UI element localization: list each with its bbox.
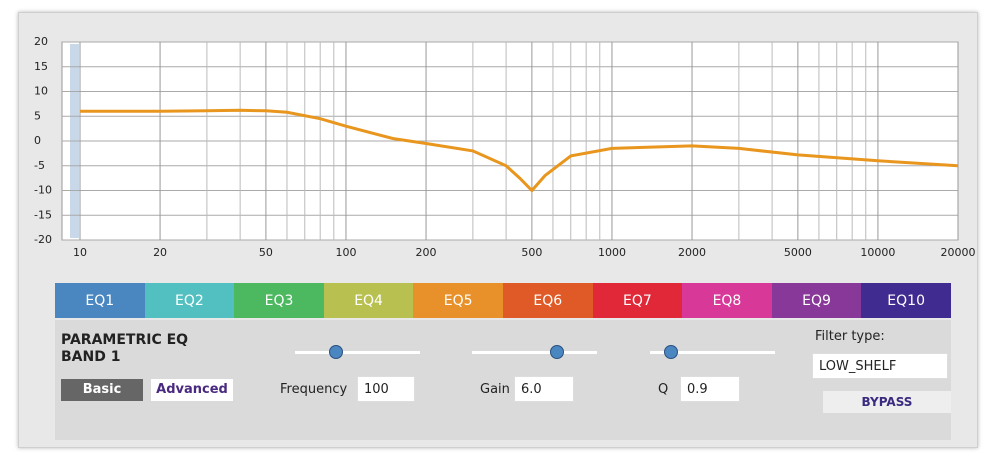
filter-type-label: Filter type: (815, 329, 885, 344)
eq-tab[interactable]: EQ10 (861, 283, 951, 318)
x-tick-label: 20 (153, 246, 167, 259)
gain-slider[interactable] (472, 345, 597, 359)
y-tick-label: 20 (34, 35, 48, 48)
bypass-button[interactable]: BYPASS (823, 391, 951, 413)
y-tick-label: 5 (34, 109, 41, 122)
y-tick-label: 10 (34, 85, 48, 98)
slider-knob[interactable] (550, 345, 564, 359)
title-line: PARAMETRIC EQ (61, 332, 189, 348)
tab-bar: EQ1 EQ2 EQ3 EQ4 EQ5 EQ6 EQ7 EQ8 EQ9 EQ10 (55, 283, 951, 318)
title-line: BAND 1 (61, 349, 121, 365)
frequency-label: Frequency (280, 382, 348, 397)
gain-input[interactable]: 6.0 (514, 376, 574, 402)
x-tick-label: 1000 (598, 246, 626, 259)
x-tick-label: 2000 (678, 246, 706, 259)
slider-knob[interactable] (664, 345, 678, 359)
eq-tab[interactable]: EQ3 (234, 283, 324, 318)
advanced-button[interactable]: Advanced (151, 379, 233, 401)
q-label: Q (658, 382, 669, 397)
x-tick-label: 5000 (784, 246, 812, 259)
filter-type-select[interactable]: LOW_SHELF (812, 353, 948, 379)
slider-knob[interactable] (329, 345, 343, 359)
x-tick-label: 50 (259, 246, 273, 259)
q-slider[interactable] (650, 345, 775, 359)
eq-tab[interactable]: EQ7 (592, 283, 683, 318)
gain-label: Gain (480, 382, 510, 397)
y-tick-label: -20 (34, 233, 52, 246)
x-tick-label: 10000 (860, 246, 895, 259)
eq-tab[interactable]: EQ6 (502, 283, 593, 318)
eq-chart: -20 -15 -10 -5 0 5 10 15 20 10 20 50 100 200 500 1000 20… (34, 35, 976, 259)
eq-tab[interactable]: EQ5 (413, 283, 503, 318)
eq-tab[interactable]: EQ2 (144, 283, 235, 318)
eq-tab[interactable]: EQ4 (323, 283, 414, 318)
x-tick-label: 20000 (941, 246, 976, 259)
eq-tab[interactable]: EQ1 (55, 283, 145, 318)
y-tick-label: -15 (34, 208, 52, 221)
band-panel: PARAMETRIC EQ BAND 1 Basic Advanced Freq… (55, 320, 951, 440)
frequency-input[interactable]: 100 (357, 376, 415, 402)
x-tick-label: 200 (416, 246, 437, 259)
eq-curve (80, 108, 959, 193)
y-tick-label: -10 (34, 184, 52, 197)
basic-button[interactable]: Basic (61, 379, 143, 401)
x-tick-label: 500 (521, 246, 542, 259)
x-tick-label: 100 (335, 246, 356, 259)
y-tick-label: 0 (34, 134, 41, 147)
q-input[interactable]: 0.9 (680, 376, 740, 402)
y-tick-label: 15 (34, 60, 48, 73)
x-tick-label: 10 (73, 246, 87, 259)
y-tick-label: -5 (34, 159, 45, 172)
eq-tab[interactable]: EQ9 (771, 283, 862, 318)
frequency-slider[interactable] (295, 345, 420, 359)
band-title: PARAMETRIC EQ BAND 1 (61, 332, 188, 366)
eq-tab[interactable]: EQ8 (682, 283, 772, 318)
